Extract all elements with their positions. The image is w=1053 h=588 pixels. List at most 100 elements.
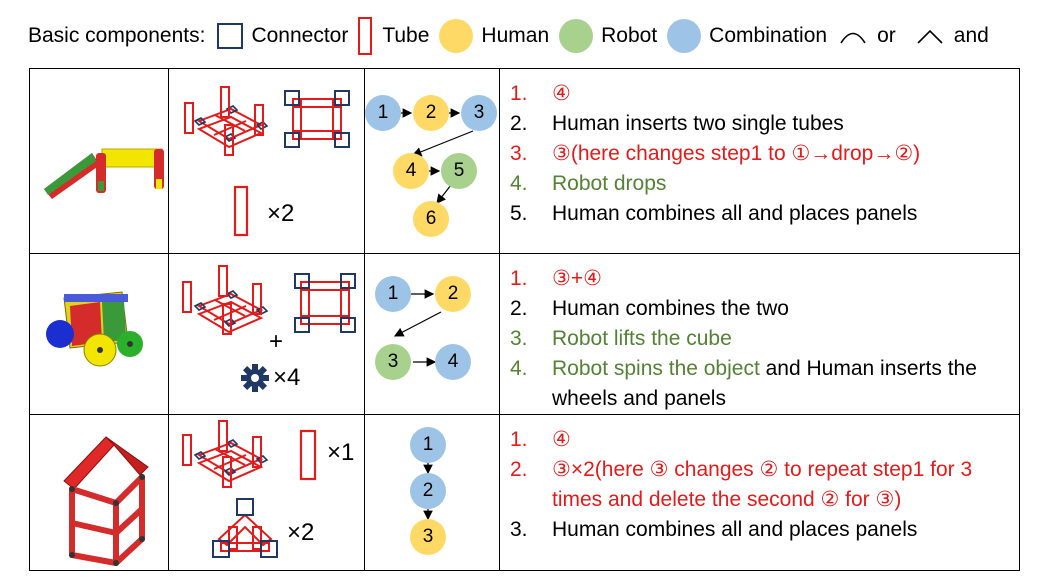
step-number: 2. — [510, 458, 528, 481]
parts-diagram-2 — [182, 265, 356, 335]
step-number: 4. — [510, 172, 528, 195]
step-number: 2. — [510, 297, 528, 320]
parts-cell-3: ×1 ×2 — [168, 414, 365, 571]
legend-label: Basic components: — [28, 24, 206, 47]
steps-list: 1. ③+④ 2. Human combines the two 3. Robot lif… — [500, 254, 1019, 414]
step-text: Robot spins the object and Human inserts… — [552, 354, 1019, 414]
house-object-image — [63, 436, 149, 566]
object-image-house — [29, 414, 169, 571]
tube-multiplier: ×2 — [267, 200, 295, 227]
steps-list: 1. ④ 2. Human inserts two single tubes 3. ③(h… — [500, 69, 1019, 229]
step-number: 4. — [510, 357, 528, 380]
step-item: 1. ④ — [510, 79, 1019, 109]
step-text-part: Robot drops — [552, 172, 667, 195]
step-text-part: and Human inserts the wheels and panels — [552, 357, 977, 410]
step-text: ③(here changes step1 to ①→drop→②) — [552, 139, 1019, 169]
table-row: + ×4 1 2 3 4 1. ③+④ 2. Human combines the t… — [29, 253, 1020, 415]
cart-object-image — [46, 291, 143, 367]
step-text-part: ③×2(here ③ changes ② to repeat step1 for… — [552, 458, 973, 511]
step-text-part: Human combines all and places panels — [552, 202, 918, 225]
flow-arrows-3 — [423, 463, 433, 521]
step-number: 2. — [510, 112, 528, 135]
flow-node: 4 — [435, 344, 471, 380]
flow-cell-2: 1 2 3 4 — [364, 253, 500, 415]
step-text: ③×2(here ③ changes ② to repeat step1 for… — [552, 455, 1019, 515]
step-text-part: Human combines the two — [552, 297, 789, 320]
table-row: ×2 1 2 3 4 5 6 1. ④ 2. Human inserts two si… — [29, 68, 1020, 254]
step-text-part: Robot lifts the cube — [552, 327, 732, 350]
combination-swatch — [667, 19, 702, 53]
step-item: 3. Robot lifts the cube — [510, 324, 1019, 354]
step-text: Robot lifts the cube — [552, 324, 1019, 354]
step-item: 2. Human combines the two — [510, 294, 1019, 324]
flow-cell-1: 1 2 3 4 5 6 — [364, 68, 500, 254]
flow-arrows-1 — [401, 108, 474, 204]
step-text: ③+④ — [552, 264, 1019, 294]
step-item: 3. ③(here changes step1 to ①→drop→②) — [510, 139, 1019, 169]
tube-swatch — [358, 17, 373, 55]
step-item: 1. ③+④ — [510, 264, 1019, 294]
step-number: 3. — [510, 327, 528, 350]
human-swatch — [439, 19, 474, 53]
table-row: ×1 ×2 1 2 3 1. ④ 2. ③×2(here ③ changes ② to… — [29, 414, 1020, 571]
steps-list: 1. ④ 2. ③×2(here ③ changes ② to repeat step… — [500, 415, 1019, 545]
step-text: Robot drops — [552, 169, 1019, 199]
step-text-part: ③(here changes step1 to ①→drop→②) — [552, 142, 921, 165]
flow-node: 1 — [365, 95, 401, 131]
legend-human: Human — [481, 24, 550, 47]
flow-node: 3 — [461, 95, 497, 131]
flow-arrows-2 — [393, 289, 442, 367]
step-item: 2. Human inserts two single tubes — [510, 109, 1019, 139]
caret-up-icon — [917, 29, 943, 44]
step-item: 2. ③×2(here ③ changes ② to repeat step1 f… — [510, 455, 1019, 515]
flow-node: 2 — [410, 473, 446, 509]
legend-connector: Connector — [251, 24, 349, 47]
step-text: ④ — [552, 79, 1019, 109]
step-item: 4. Robot drops — [510, 169, 1019, 199]
step-text: Human combines all and places panels — [552, 515, 1019, 545]
flow-node: 1 — [410, 427, 446, 463]
parts-cell-1: ×2 — [168, 68, 365, 254]
legend: Basic components: Connector Tube Human R… — [28, 14, 989, 58]
legend-combination: Combination — [709, 24, 828, 47]
legend-or: or — [877, 24, 896, 47]
steps-cell-1: 1. ④ 2. Human inserts two single tubes 3. ③(h… — [499, 68, 1020, 254]
flow-node: 6 — [413, 201, 449, 237]
connector-swatch — [217, 23, 244, 49]
step-text-part: Human combines all and places panels — [552, 518, 918, 541]
slide-object-image — [44, 148, 164, 199]
flow-node: 4 — [393, 153, 429, 189]
step-item: 5. Human combines all and places panels — [510, 199, 1019, 229]
gear-multiplier: ×4 — [273, 364, 301, 391]
flow-cell-3: 1 2 3 — [364, 414, 500, 571]
robot-swatch — [559, 19, 594, 53]
tube-multiplier: ×1 — [327, 439, 355, 466]
step-text: ④ — [552, 425, 1019, 455]
step-number: 1. — [510, 428, 528, 451]
parts-diagram-3 — [182, 420, 317, 558]
step-text: Human combines all and places panels — [552, 199, 1019, 229]
assembly-table: ×2 1 2 3 4 5 6 1. ④ 2. Human inserts two si… — [29, 68, 1020, 571]
plus-sign: + — [269, 328, 284, 355]
step-number: 5. — [510, 202, 528, 225]
object-image-cart — [29, 253, 169, 415]
legend-robot: Robot — [601, 24, 658, 47]
step-text-part: ④ — [552, 428, 571, 451]
step-number: 1. — [510, 267, 528, 290]
step-number: 3. — [510, 518, 528, 541]
step-text: Human inserts two single tubes — [552, 109, 1019, 139]
arc-down-icon — [840, 32, 866, 44]
steps-cell-3: 1. ④ 2. ③×2(here ③ changes ② to repeat step… — [499, 414, 1020, 571]
flow-node: 2 — [413, 95, 449, 131]
steps-cell-2: 1. ③+④ 2. Human combines the two 3. Robot lif… — [499, 253, 1020, 415]
roof-multiplier: ×2 — [287, 519, 315, 546]
step-number: 1. — [510, 82, 528, 105]
gear-icon — [241, 364, 269, 392]
parts-cell-2: + ×4 — [168, 253, 365, 415]
flow-node: 3 — [375, 344, 411, 380]
parts-diagram-1 — [184, 86, 350, 237]
step-item: 3. Human combines all and places panels — [510, 515, 1019, 545]
flow-node: 3 — [410, 519, 446, 555]
step-text-part: Robot spins the object — [552, 357, 760, 380]
step-text: Human combines the two — [552, 294, 1019, 324]
